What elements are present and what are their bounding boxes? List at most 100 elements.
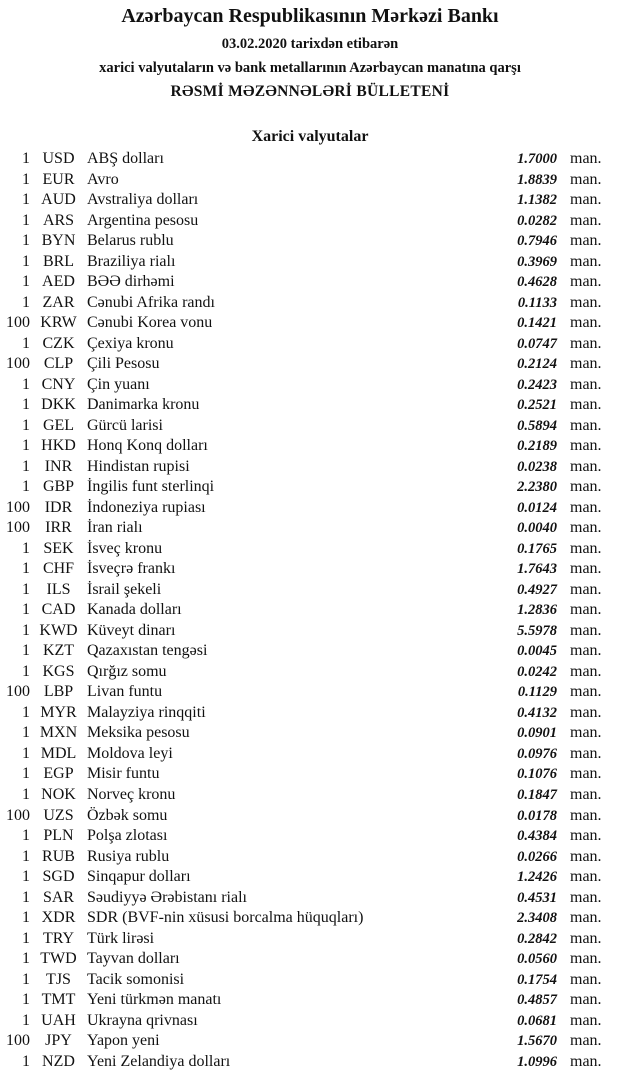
rate-row: 1 DKK Danimarka kronu 0.2521 man. [0, 395, 620, 416]
currency-name: İndoneziya rupiası [87, 498, 206, 516]
rate-value: 0.4857 [517, 992, 557, 1009]
rate-value: 0.2842 [517, 930, 557, 947]
unit-label: man. [570, 273, 602, 291]
unit-label: man. [570, 1052, 602, 1070]
currency-name: Honq Konq dolları [87, 437, 208, 455]
currency-code: AUD [41, 191, 76, 209]
rate-value: 0.0681 [517, 1012, 557, 1029]
quantity: 1 [22, 950, 30, 968]
quantity: 1 [22, 457, 30, 475]
unit-label: man. [570, 170, 602, 188]
quantity: 1 [22, 847, 30, 865]
unit-label: man. [570, 396, 602, 414]
rate-value: 0.0178 [517, 807, 557, 824]
currency-code: INR [44, 457, 73, 475]
quantity: 1 [22, 929, 30, 947]
rate-value: 0.1129 [517, 684, 557, 701]
rate-row: 1 ZAR Cənubi Afrika randı 0.1133 man. [0, 293, 620, 314]
rate-row: 1 XDR SDR (BVF-nin xüsusi borcalma hüquqla… [0, 908, 620, 929]
currency-code: PLN [43, 827, 74, 845]
currency-name: İsveçrə frankı [87, 560, 176, 578]
bulletin-title: RƏSMİ MƏZƏNNƏLƏRİ BÜLLETENİ [170, 83, 450, 100]
quantity: 100 [6, 355, 30, 373]
unit-label: man. [570, 191, 602, 209]
rate-row: 1 KZT Qazaxıstan tengəsi 0.0045 man. [0, 641, 620, 662]
rate-row: 1 EGP Misir funtu 0.1076 man. [0, 764, 620, 785]
rate-value: 0.1076 [517, 766, 557, 783]
quantity: 1 [22, 1011, 30, 1029]
rate-row: 1 GEL Gürcü larisi 0.5894 man. [0, 416, 620, 437]
quantity: 1 [22, 273, 30, 291]
bulletin-subtitle: xarici valyutaların və bank metallarının… [99, 60, 521, 76]
quantity: 1 [22, 642, 30, 660]
currency-code: XDR [41, 909, 76, 927]
rate-value: 0.5894 [517, 417, 557, 434]
currency-name: Polşa zlotası [87, 827, 168, 845]
currency-code: RUB [42, 847, 75, 865]
quantity: 1 [22, 560, 30, 578]
currency-name: Meksika pesosu [87, 724, 190, 742]
rate-value: 0.0976 [517, 745, 557, 762]
currency-name: Livan funtu [87, 683, 163, 701]
unit-label: man. [570, 703, 602, 721]
rate-row: 1 BRL Braziliya rialı 0.3969 man. [0, 252, 620, 273]
quantity: 1 [22, 293, 30, 311]
rate-row: 1 PLN Polşa zlotası 0.4384 man. [0, 826, 620, 847]
rate-value: 0.0242 [517, 663, 557, 680]
quantity: 1 [22, 909, 30, 927]
unit-label: man. [570, 1011, 602, 1029]
quantity: 1 [22, 601, 30, 619]
rate-row: 1 TMT Yeni türkmən manatı 0.4857 man. [0, 990, 620, 1011]
rate-row: 1 CHF İsveçrə frankı 1.7643 man. [0, 559, 620, 580]
unit-label: man. [570, 375, 602, 393]
rate-value: 1.7643 [517, 561, 557, 578]
rate-value: 0.1765 [517, 540, 557, 557]
rate-value: 0.4384 [517, 828, 557, 845]
unit-label: man. [570, 601, 602, 619]
rate-value: 1.1382 [517, 192, 557, 209]
rate-row: 1 SAR Səudiyyə Ərəbistanı rialı 0.4531 man. [0, 888, 620, 909]
currency-code: ZAR [42, 293, 75, 311]
currency-name: Rusiya rublu [87, 847, 170, 865]
rate-value: 1.0996 [517, 1053, 557, 1070]
rate-row: 1 MYR Malayziya rinqqiti 0.4132 man. [0, 703, 620, 724]
currency-name: Sinqapur dolları [87, 868, 191, 886]
currency-name: Gürcü larisi [87, 416, 163, 434]
unit-label: man. [570, 827, 602, 845]
currency-name: Moldova leyi [87, 744, 173, 762]
quantity: 1 [22, 416, 30, 434]
quantity: 1 [22, 170, 30, 188]
quantity: 1 [22, 375, 30, 393]
quantity: 1 [22, 662, 30, 680]
rate-row: 1 ARS Argentina pesosu 0.0282 man. [0, 211, 620, 232]
rate-row: 100 IDR İndoneziya rupiası 0.0124 man. [0, 498, 620, 519]
rate-value: 0.7946 [517, 233, 557, 250]
rate-value: 0.1847 [517, 786, 557, 803]
currency-name: Qazaxıstan tengəsi [87, 642, 208, 660]
rate-value: 0.0266 [517, 848, 557, 865]
quantity: 100 [6, 498, 30, 516]
unit-label: man. [570, 950, 602, 968]
unit-label: man. [570, 991, 602, 1009]
currency-code: LBP [43, 683, 74, 701]
currency-code: EGP [43, 765, 74, 783]
rate-row: 1 CAD Kanada dolları 1.2836 man. [0, 600, 620, 621]
rate-value: 0.0560 [517, 951, 557, 968]
currency-code: BRL [42, 252, 75, 270]
currency-name: Türk lirəsi [87, 929, 155, 947]
unit-label: man. [570, 252, 602, 270]
currency-code: KGS [42, 662, 75, 680]
rate-row: 1 NZD Yeni Zelandiya dolları 1.0996 man. [0, 1052, 620, 1073]
rate-value: 0.4132 [517, 704, 557, 721]
currency-name: Braziliya rialı [87, 252, 176, 270]
currency-name: Misir funtu [87, 765, 160, 783]
rate-value: 0.3969 [517, 253, 557, 270]
rate-value: 0.1754 [517, 971, 557, 988]
quantity: 1 [22, 827, 30, 845]
unit-label: man. [570, 970, 602, 988]
currency-name: Özbək somu [87, 806, 168, 824]
rate-row: 1 TWD Tayvan dolları 0.0560 man. [0, 949, 620, 970]
rate-row: 1 SGD Sinqapur dolları 1.2426 man. [0, 867, 620, 888]
unit-label: man. [570, 314, 602, 332]
unit-label: man. [570, 868, 602, 886]
